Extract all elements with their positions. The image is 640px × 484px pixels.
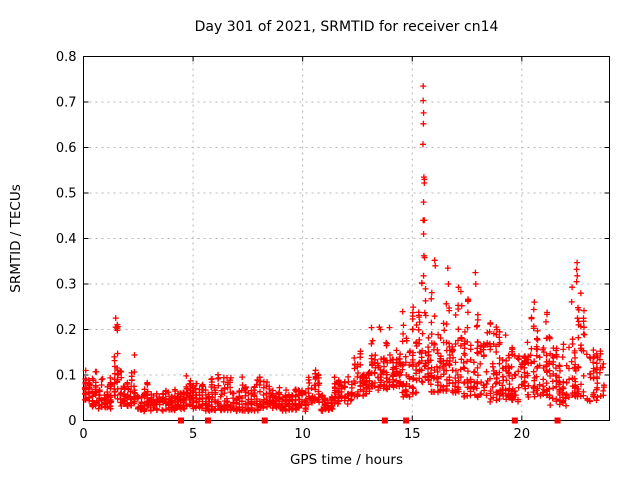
y-tick-label: 0.1 [56,369,77,384]
x-tick-label: 20 [514,427,531,442]
gap-square-marker [381,417,388,424]
x-tick-label: 0 [79,427,87,442]
x-tick-label: 5 [189,427,197,442]
axes-and-ticks: 0 5 10 15 20 0 0.1 0.2 0.3 0.4 0.5 0.6 0.7 0.8 [56,50,610,442]
gap-square-marker [261,417,268,424]
y-tick-label: 0.5 [56,187,77,202]
srmtid-plus-markers [81,83,607,415]
gap-square-marker [403,417,410,424]
chart-title: Day 301 of 2021, SRMTID for receiver cn1… [195,19,499,35]
y-tick-label: 0.2 [56,323,77,338]
y-tick-label: 0.4 [56,232,77,247]
y-tick-label: 0 [68,414,76,429]
x-tick-label: 15 [404,427,421,442]
x-axis-label: GPS time / hours [290,452,403,468]
y-axis-label: SRMTID / TECUs [8,184,24,292]
gap-square-marker [554,417,561,424]
gap-square-markers [178,417,561,424]
x-tick-label: 10 [294,427,311,442]
data-points [81,83,607,415]
y-tick-label: 0.8 [56,50,77,65]
y-tick-label: 0.3 [56,278,77,293]
y-tick-label: 0.6 [56,141,77,156]
gap-square-marker [204,417,211,424]
y-tick-label: 0.7 [56,96,77,111]
gap-square-marker [511,417,518,424]
gap-square-marker [178,417,185,424]
